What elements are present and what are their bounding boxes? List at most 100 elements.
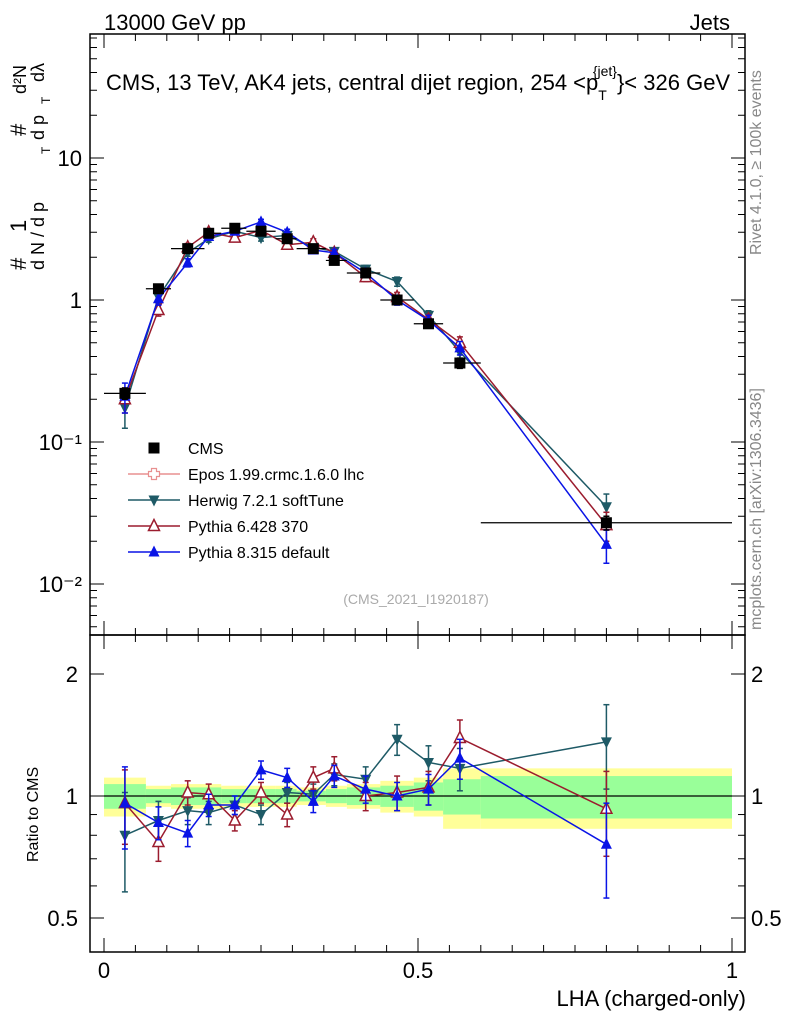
ylabel-d2n: d²N [10,65,30,94]
herwig-point [391,276,403,288]
x-tick-label: 0.5 [403,958,434,983]
cms-point [281,233,293,245]
cms-point [600,517,612,529]
ratio-y-tick-label: 0.5 [47,906,78,931]
ratio-y-tick-label-right: 2 [751,662,763,687]
ratio-y-tick-label: 2 [66,662,78,687]
main-y-tick-label: 10⁻² [39,572,82,597]
axes: 1 10 10⁻² 10⁻¹ 1 1 2 2 0.5 0.5 0 1 0.5 [39,34,782,983]
ratio-y-tick-label-right: 0.5 [751,906,782,931]
pythia8-point [391,789,403,801]
main-y-axis-label: # 1 d N / d p T # d²N d p T dλ [6,63,53,270]
legend-marker-pythia8 [148,545,160,557]
pythia8-line [124,221,608,545]
cms-point [182,243,194,255]
cms-point [119,387,131,399]
analysis-id-label: (CMS_2021_I1920187) [343,591,489,607]
ratio-y-axis-label: Ratio to CMS [25,767,42,862]
pythia8-point [281,771,293,783]
plot-title-sub: T [598,87,607,103]
cms-point [307,243,319,255]
legend-marker-epos [147,467,161,481]
band-inner-bin [443,779,481,815]
pythia8-point [229,798,241,810]
cms-point [454,357,466,369]
header-energy-label: 13000 GeV pp [104,10,246,35]
ratio-y-tick-label-right: 1 [751,784,763,809]
legend-marker-herwig [148,495,160,507]
ylabel-denominator: d N / d p [28,202,48,270]
pythia8-point [152,292,164,304]
legend-label-epos: Epos 1.99.crmc.1.6.0 lhc [188,467,364,484]
plot-title-end: }< 326 GeV [617,70,730,95]
pythia8-point [360,782,372,794]
cms-point [152,283,164,295]
ratio-panel-series [118,703,614,899]
pythia8-point [328,769,340,781]
legend-label-pythia6: Pythia 6.428 370 [188,519,308,536]
pythia8-point [328,246,340,258]
pythia8-point [454,751,466,763]
plot-title-main: CMS, 13 TeV, AK4 jets, central dijet reg… [106,70,598,95]
cms-point [328,254,340,266]
pythia6-point [151,833,166,848]
pythia8-line [124,757,607,845]
herwig-point [182,806,194,818]
cms-point [229,222,241,234]
plot-title-sup: {jet} [593,63,617,79]
pythia6-point [228,812,242,826]
x-tick-label: 0 [98,958,110,983]
x-tick-label: 1 [726,958,738,983]
ratio-y-tick-label: 1 [66,784,78,809]
cms-point [360,267,372,279]
ylabel-one: 1 [6,220,31,232]
pythia8-point [182,256,194,268]
cms-point [422,318,434,330]
herwig-point [281,788,293,800]
x-axis-label: LHA (charged-only) [556,986,746,1011]
pythia8-point [152,816,164,828]
legend-label-pythia8: Pythia 8.315 default [188,545,330,562]
legend-label-herwig: Herwig 7.2.1 softTune [188,493,344,510]
main-y-tick-label: 10⁻¹ [39,430,82,455]
pythia6-point [228,229,242,243]
main-panel-series [104,215,732,564]
herwig-line [124,738,607,836]
ylabel-denominator-sub: T [39,146,53,154]
main-y-tick-label: 10 [58,146,82,171]
legend: CMS Epos 1.99.crmc.1.6.0 lhc Herwig 7.2.1 … [128,441,364,562]
pythia8-point [255,763,267,775]
legend-label-cms: CMS [188,441,224,458]
header-jets-label: Jets [690,10,730,35]
pythia8-point [119,796,131,808]
pythia8-point [182,826,194,838]
pythia6-point [280,806,294,820]
legend-marker-pythia6 [147,517,161,532]
legend-marker-cms [148,442,160,454]
ylabel-dpt-sub: T [39,96,53,104]
herwig-point [600,502,612,514]
ylabel-hash-1: # [6,257,31,270]
herwig-point [391,734,403,746]
herwig-point [600,737,612,749]
pythia8-point [422,782,434,794]
ylabel-dlambda: dλ [28,63,48,82]
cms-point [391,294,403,306]
pythia6-point [180,784,195,798]
ratio-plot-frame [89,634,746,953]
herwig-point [255,810,267,822]
main-y-tick-label: 1 [70,288,82,313]
rivet-version-label: Rivet 4.1.0, ≥ 100k events [748,70,765,255]
pythia8-point [600,537,612,549]
herwig-point [422,757,434,769]
mcplots-source-label: mcplots.cern.ch [arXiv:1306.3436] [748,388,765,630]
cms-point [203,227,215,239]
pythia8-point [307,794,319,806]
series-pythia8-ratio [119,738,612,899]
ylabel-dpt: d p [28,115,48,140]
pythia8-point [203,798,215,810]
ylabel-hash-2: # [6,123,31,136]
plot-title: CMS, 13 TeV, AK4 jets, central dijet reg… [106,63,730,103]
series-cms-main [104,222,732,531]
pythia8-point [255,215,267,227]
